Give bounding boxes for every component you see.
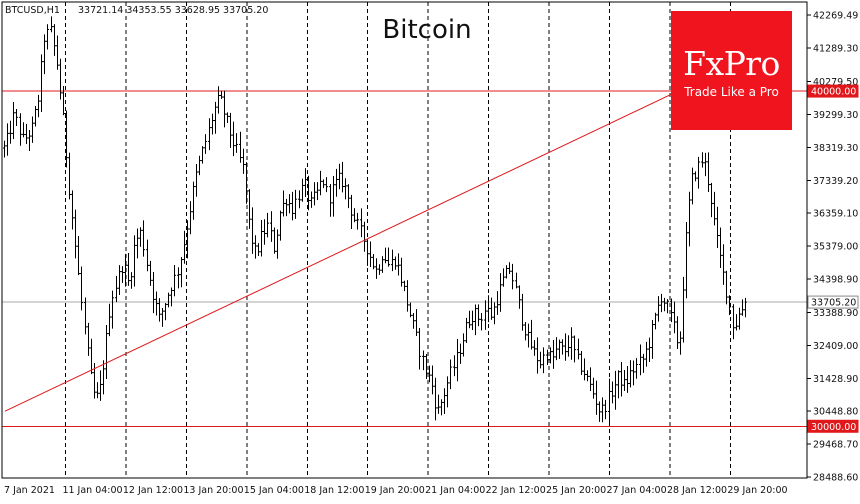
y-tick-label: 37339.20 xyxy=(813,176,858,187)
x-tick-label: 27 Jan 04:00 xyxy=(607,485,667,496)
x-tick-label: 25 Jan 20:00 xyxy=(546,485,606,496)
y-tick-label: 31428.90 xyxy=(813,374,858,385)
x-tick-label: 13 Jan 20:00 xyxy=(183,485,243,496)
x-tick-label: 21 Jan 04:00 xyxy=(425,485,485,496)
y-tick-label: 38319.30 xyxy=(813,143,858,154)
x-tick-label: 12 Jan 12:00 xyxy=(123,485,183,496)
x-tick-label: 29 Jan 20:00 xyxy=(727,485,787,496)
logo-tagline: Trade Like a Pro xyxy=(684,85,779,99)
logo-brand: FxPro xyxy=(683,44,780,83)
x-tick-label: 11 Jan 04:00 xyxy=(62,485,122,496)
y-tick-label: 28488.60 xyxy=(813,472,858,483)
y-tick-label: 34398.90 xyxy=(813,274,858,285)
price-level-label: 30000.00 xyxy=(811,422,856,433)
y-tick-label: 41289.30 xyxy=(813,43,858,54)
y-tick-label: 33388.90 xyxy=(813,308,858,319)
price-level-label: 40000.00 xyxy=(811,87,856,98)
fxpro-logo: FxPro Trade Like a Pro xyxy=(671,11,792,130)
x-tick-label: 28 Jan 12:00 xyxy=(667,485,727,496)
price-level-label: 33705.20 xyxy=(811,298,856,309)
chart-title: Bitcoin xyxy=(382,15,471,45)
x-tick-label: 7 Jan 2021 xyxy=(4,485,55,496)
y-tick-label: 42269.49 xyxy=(813,11,858,22)
chart-symbol: BTCUSD,H1 xyxy=(5,5,60,16)
price-level-badge xyxy=(807,295,859,309)
y-tick-label: 40279.50 xyxy=(813,77,858,88)
x-tick-label: 15 Jan 04:00 xyxy=(244,485,304,496)
x-tick-label: 19 Jan 20:00 xyxy=(365,485,425,496)
price-level-badge xyxy=(807,419,859,433)
chart-ohlc: 33721.14 34353.55 33628.95 33705.20 xyxy=(78,5,268,16)
y-tick-label: 39299.30 xyxy=(813,110,858,121)
x-tick-label: 22 Jan 12:00 xyxy=(486,485,546,496)
price-level-badge xyxy=(807,84,859,98)
plot-frame xyxy=(1,1,808,479)
y-tick-label: 35379.00 xyxy=(813,241,858,252)
y-tick-label: 32409.00 xyxy=(813,341,858,352)
y-tick-label: 29468.70 xyxy=(813,440,858,451)
x-tick-label: 18 Jan 12:00 xyxy=(304,485,364,496)
y-tick-label: 36359.10 xyxy=(813,209,858,220)
trend-line xyxy=(4,36,792,412)
y-tick-label: 30448.80 xyxy=(813,407,858,418)
